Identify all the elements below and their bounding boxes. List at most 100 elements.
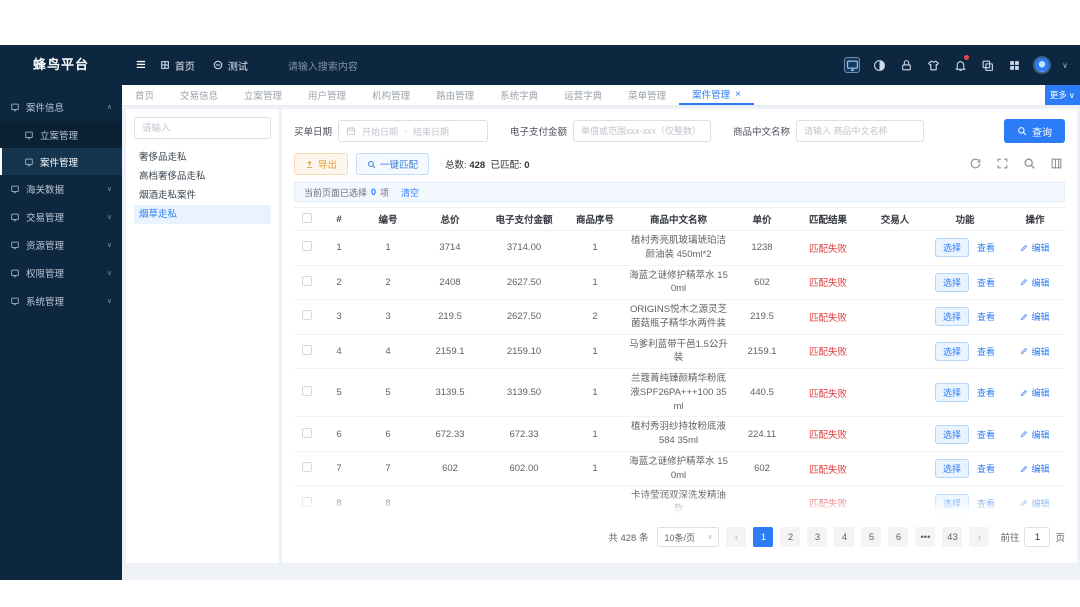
row-checkbox[interactable] — [302, 462, 312, 473]
view-link[interactable]: 查看 — [977, 388, 996, 399]
fullscreen-icon[interactable] — [996, 157, 1011, 172]
select-button[interactable]: 选择 — [934, 238, 969, 258]
sidebar-item[interactable]: 资源管理 ∨ — [0, 231, 122, 259]
view-link[interactable]: 查看 — [977, 498, 996, 509]
hamburger-menu-icon[interactable]: ≡ — [136, 55, 146, 74]
lock-icon[interactable] — [898, 57, 914, 73]
tab-item[interactable]: 机构管理 — [359, 85, 423, 105]
more-tabs-button[interactable]: 更多 ∨ — [1044, 85, 1080, 105]
goto-page-input[interactable] — [1024, 527, 1051, 547]
copy-icon[interactable] — [979, 57, 995, 73]
tab-item[interactable]: 运营字典 — [551, 85, 615, 105]
prev-page-button[interactable]: ‹ — [726, 527, 747, 547]
page-number-button[interactable]: 2 — [780, 527, 801, 547]
theme-icon[interactable] — [925, 57, 941, 73]
case-type-item[interactable]: 烟酒走私案件 — [134, 186, 271, 205]
view-link[interactable]: 查看 — [977, 277, 996, 288]
row-checkbox[interactable] — [302, 275, 312, 286]
user-avatar[interactable] — [1033, 56, 1052, 74]
edit-link[interactable]: 编辑 — [1005, 276, 1065, 289]
case-type-label: 烟草走私 — [139, 209, 178, 220]
select-button[interactable]: 选择 — [934, 272, 969, 292]
next-page-button[interactable]: › — [969, 527, 990, 547]
page-number-button[interactable]: 43 — [942, 527, 963, 547]
select-button[interactable]: 选择 — [934, 341, 969, 361]
page-number-button[interactable]: ••• — [915, 527, 936, 547]
zoom-icon[interactable] — [1023, 157, 1038, 172]
tab-item[interactable]: 首页 — [122, 85, 167, 105]
page-number-button[interactable]: 3 — [807, 527, 828, 547]
tab-case-management-active[interactable]: 案件管理 × — [679, 85, 754, 105]
tab-item[interactable]: 用户管理 — [295, 85, 359, 105]
menu-item-icon — [24, 130, 34, 140]
row-checkbox[interactable] — [302, 241, 312, 252]
page-number-button[interactable]: 1 — [753, 527, 774, 547]
page-number-button[interactable]: 4 — [834, 527, 855, 547]
edit-link[interactable]: 编辑 — [1005, 428, 1065, 441]
view-link[interactable]: 查看 — [977, 346, 996, 357]
clear-selection-link[interactable]: 清空 — [401, 187, 420, 198]
row-checkbox[interactable] — [302, 427, 312, 438]
notification-bell-icon[interactable] — [952, 55, 970, 73]
one-click-match-button[interactable]: 一键匹配 — [356, 153, 430, 175]
view-link[interactable]: 查看 — [977, 243, 996, 254]
export-button[interactable]: 导出 — [294, 153, 349, 175]
sidebar-item[interactable]: 系统管理 ∨ — [0, 287, 122, 315]
sidebar-item[interactable]: 案件管理 — [0, 148, 122, 175]
row-checkbox[interactable] — [302, 496, 312, 507]
sidebar-item[interactable]: 案件信息 ∧ — [0, 93, 122, 121]
case-type-search-input[interactable] — [134, 117, 271, 139]
select-button[interactable]: 选择 — [934, 493, 969, 513]
product-name-input[interactable] — [796, 120, 925, 142]
edit-link[interactable]: 编辑 — [1005, 462, 1065, 475]
select-button[interactable]: 选择 — [934, 424, 969, 444]
table-row: 3 3 219.5 2627.50 2 ORIGINS悦木之源灵芝菌菇瓶子精华水… — [294, 300, 1065, 335]
sidebar-item[interactable]: 立案管理 — [0, 121, 122, 148]
edit-link[interactable]: 编辑 — [1005, 310, 1065, 323]
case-type-item[interactable]: 奢侈品走私 — [134, 148, 271, 167]
nav-home[interactable]: 首页 — [160, 58, 195, 73]
display-icon[interactable] — [844, 57, 861, 73]
sidebar-item[interactable]: 权限管理 ∨ — [0, 259, 122, 287]
case-type-item[interactable]: 烟草走私 — [134, 205, 271, 224]
select-all-checkbox[interactable] — [302, 212, 312, 223]
payment-amount-input[interactable] — [573, 120, 712, 142]
sidebar-item[interactable]: 海关数据 ∨ — [0, 175, 122, 203]
page-number-button[interactable]: 6 — [888, 527, 909, 547]
row-checkbox[interactable] — [302, 310, 312, 321]
cell-code: 3 — [385, 311, 391, 323]
tab-item[interactable]: 立案管理 — [231, 85, 295, 105]
select-button[interactable]: 选择 — [934, 459, 969, 479]
sidebar-item[interactable]: 交易管理 ∨ — [0, 203, 122, 231]
select-button[interactable]: 选择 — [934, 383, 969, 403]
edit-link[interactable]: 编辑 — [1005, 345, 1065, 358]
case-type-item[interactable]: 高档奢侈品走私 — [134, 167, 271, 186]
view-link[interactable]: 查看 — [977, 429, 996, 440]
tab-item[interactable]: 系统字典 — [487, 85, 551, 105]
contrast-icon[interactable] — [871, 57, 887, 73]
row-checkbox[interactable] — [302, 386, 312, 397]
edit-link[interactable]: 编辑 — [1005, 386, 1065, 399]
page-number-button[interactable]: 5 — [861, 527, 882, 547]
tab-item[interactable]: 路由管理 — [423, 85, 487, 105]
nav-test[interactable]: 测试 — [213, 58, 248, 73]
match-result-badge: 匹配失败 — [808, 388, 847, 400]
tab-item[interactable]: 交易信息 — [167, 85, 231, 105]
column-settings-icon[interactable] — [1050, 157, 1065, 172]
view-link[interactable]: 查看 — [977, 312, 996, 323]
date-range-picker[interactable]: 开始日期 - 结束日期 — [338, 120, 489, 142]
page-size-select[interactable]: 10条/页 ∨ — [657, 527, 720, 547]
apps-grid-icon[interactable] — [1006, 57, 1022, 73]
tab-item[interactable]: 菜单管理 — [615, 85, 679, 105]
view-link[interactable]: 查看 — [977, 464, 996, 475]
global-search-input[interactable]: 请输入搜索内容 — [287, 61, 358, 73]
cell-product-seq: 1 — [592, 345, 598, 357]
avatar-chevron-down-icon[interactable]: ∨ — [1062, 60, 1068, 70]
query-button[interactable]: 查询 — [1004, 119, 1065, 143]
close-icon[interactable]: × — [735, 88, 741, 100]
select-button[interactable]: 选择 — [934, 307, 969, 327]
row-checkbox[interactable] — [302, 344, 312, 355]
refresh-icon[interactable] — [969, 157, 984, 172]
edit-link[interactable]: 编辑 — [1005, 497, 1065, 510]
edit-link[interactable]: 编辑 — [1005, 241, 1065, 254]
